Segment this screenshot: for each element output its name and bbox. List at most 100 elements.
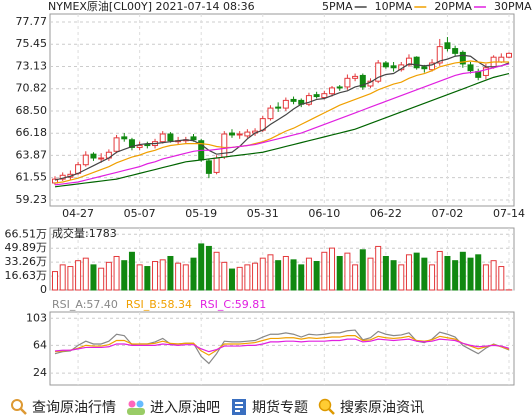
volume-bar [382,255,389,291]
candle-body [113,137,120,152]
volume-bar [128,251,135,291]
volume-bar [375,245,382,291]
series-line [54,72,510,188]
volume-bar [282,255,289,291]
y-tick-label: 33.26万 [5,255,48,268]
volume-bar [98,267,105,291]
y-tick-label: 75.45 [16,37,48,50]
candle-body [128,139,135,148]
volume-bar [482,264,489,291]
volume-bar [90,264,97,291]
nav-bar: 查询原油行情 进入原油吧 期货专题 搜索原油资讯 [0,395,532,419]
volume-bar [467,257,474,291]
legend-label: 30PMA [494,0,532,13]
volume-bar [398,264,405,291]
icon [127,400,145,415]
candle-body [205,160,212,174]
volume-bar [159,259,166,291]
candle-body [452,48,459,54]
candle-body [236,133,243,136]
volume-bar [198,243,205,291]
volume-bar [405,254,412,291]
panel-frame [49,311,515,386]
x-tick-label: 04-27 [62,207,94,220]
nav-link[interactable]: 查询原油行情 [10,397,116,417]
volume-bar [436,250,443,291]
candle-body [329,87,336,95]
volume-bar [475,254,482,291]
series-line [54,54,510,181]
y-tick-label: 73.13 [16,60,48,73]
y-tick-label: 0 [40,283,47,296]
candle-body [475,71,482,78]
candle-body [352,75,359,79]
y-tick-label: 64 [33,338,47,351]
chart-header: NYMEX原油[CL00Y] 2021-07-14 08:36 [48,0,255,13]
volume-bar [459,251,466,291]
y-tick-label: 68.50 [16,104,48,117]
volume-bar [352,264,359,291]
candle-body [290,98,297,102]
volume-bar [59,264,66,291]
candle-body [213,157,220,173]
volume-bar [190,257,197,291]
nav-link[interactable]: 期货专题 [230,397,308,417]
volume-bar [175,262,182,291]
volume-bar [298,264,305,291]
nav-link[interactable]: 进入原油吧 [126,397,220,417]
volume-bar [313,261,320,291]
icon [11,399,27,415]
series-line [54,329,510,365]
icon [232,399,246,415]
y-tick-label: 61.55 [16,171,48,184]
y-tick-label: 16.63万 [5,269,48,282]
candle-body [421,66,428,70]
candle-body [382,62,389,68]
volume-bar [136,264,143,291]
legend-label: 20PMA [434,0,472,13]
candle-body [482,67,489,76]
candle-body [267,107,274,120]
candle-body [344,77,351,88]
candle-body [159,133,166,143]
volume-bar [390,260,397,291]
y-tick-label: 66.51万 [5,227,48,240]
y-tick-label: 66.18 [16,126,48,139]
volume-bar [444,255,451,291]
nav-link[interactable]: 搜索原油资讯 [318,397,424,417]
x-tick-label: 06-10 [308,207,340,220]
candle-body [90,153,97,159]
candle-body [313,94,320,98]
legend-label: RSI_C:59.81 [200,298,266,311]
volume-bar [344,252,351,291]
volume-bar [290,259,297,291]
x-tick-label: 07-02 [431,207,463,220]
x-tick-label: 07-14 [493,207,525,220]
volume-bar [452,260,459,291]
candle-body [321,93,328,99]
volume-bar [82,257,89,291]
candle-body [459,51,466,65]
nav-text: 搜索原油资讯 [340,400,424,416]
nav-text: 查询原油行情 [32,400,116,416]
volume-bar [221,261,228,291]
volume-bar [213,251,220,291]
candle-body [436,46,443,64]
panel-title: 成交量:1783 [52,226,117,240]
volume-bar [236,266,243,291]
y-tick-label: 24 [33,366,47,379]
candle-body [136,145,143,148]
candle-body [121,136,128,140]
volume-bar [429,264,436,291]
x-tick-label: 05-19 [185,207,217,220]
candle-body [405,57,412,66]
panel-frame [49,227,515,291]
volume-bar [329,247,336,291]
candle-body [413,56,420,69]
volume-bar [259,257,266,291]
candle-body [144,144,151,147]
legend-label: RSI_A:57.40 [52,298,118,311]
x-tick-label: 05-31 [247,207,279,220]
candle-body [98,157,105,160]
